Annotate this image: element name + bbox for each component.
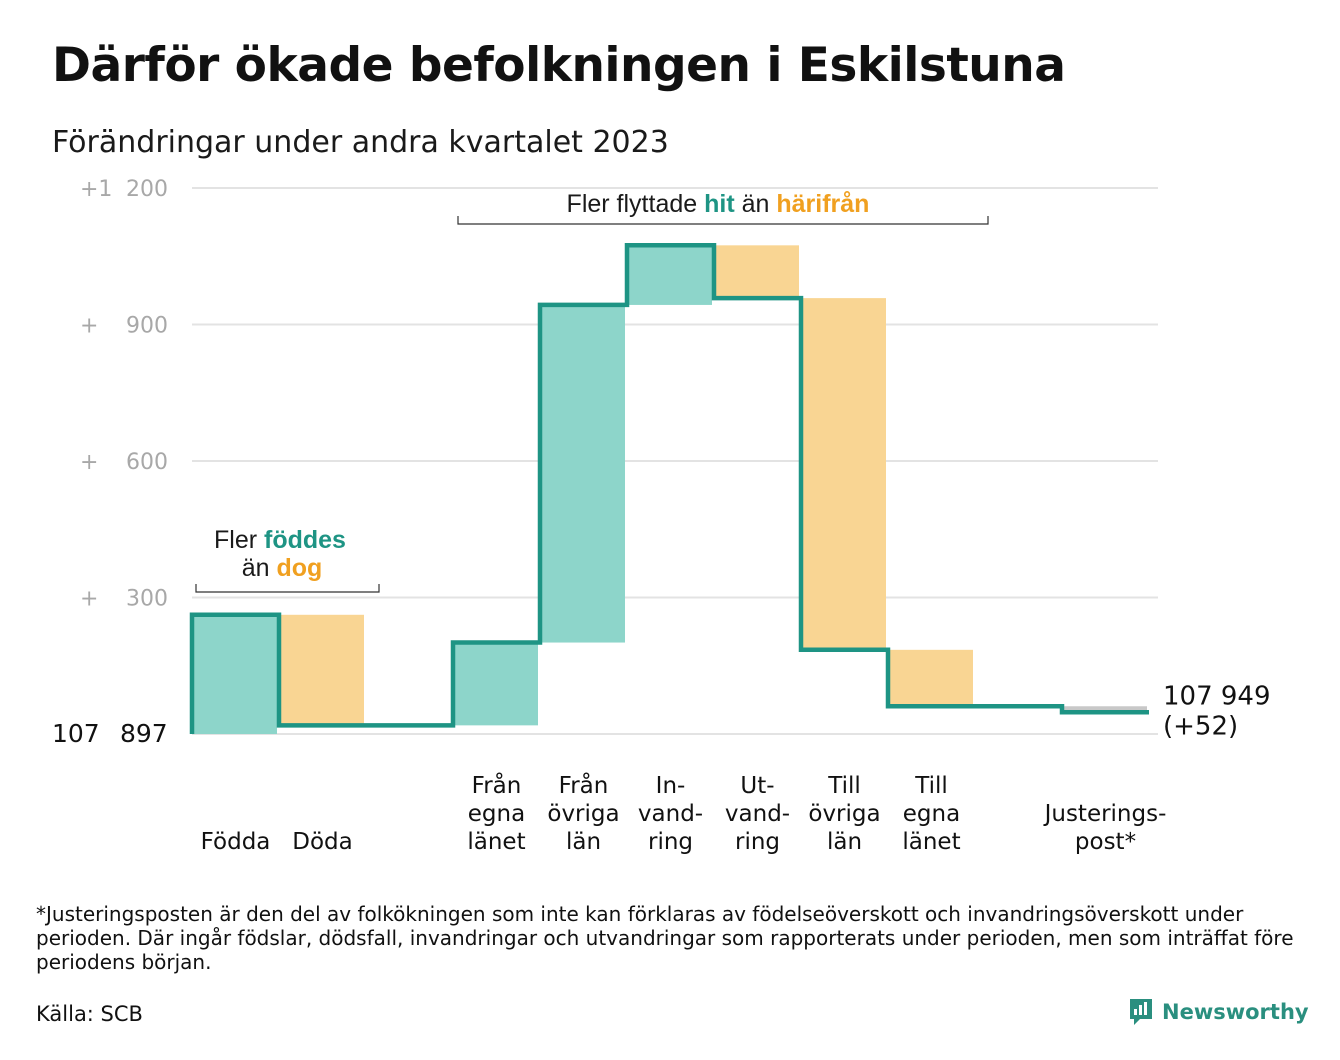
waterfall-bar <box>629 245 712 305</box>
brand-name: Newsworthy <box>1162 1000 1309 1024</box>
end-value: 107 949 <box>1163 681 1271 711</box>
x-category-label: län <box>827 829 862 855</box>
x-category-label: Till <box>914 773 948 799</box>
annotation-part: än <box>735 190 777 218</box>
y-tick-label: + <box>80 587 98 612</box>
y-tick-label: 107 <box>52 719 100 748</box>
x-category-label: Från <box>472 771 522 799</box>
x-category-label: egna <box>468 801 525 827</box>
waterfall-bar <box>803 298 886 650</box>
x-axis-labels: Födda DödaFrånegnalänetFrånövrigalänIn-va… <box>201 771 1167 855</box>
x-category-label: ring <box>648 829 693 855</box>
annotation-part: föddes <box>264 526 346 554</box>
y-tick-label: 200 <box>126 177 168 202</box>
chart-subtitle: Förändringar under andra kvartalet 2023 <box>52 125 669 160</box>
end-change: (+52) <box>1163 711 1238 741</box>
waterfall-bar <box>890 649 973 707</box>
annotation-part: Fler flyttade <box>567 190 705 218</box>
y-tick-label: 600 <box>126 450 168 475</box>
annotation-bracket <box>457 216 989 225</box>
x-category-label: vand- <box>725 801 790 827</box>
annotation-text: än dog <box>242 554 323 582</box>
annotation-part: än <box>242 554 277 582</box>
waterfall-bar <box>716 245 799 299</box>
source-note: Källa: SCB <box>36 1002 143 1026</box>
x-category-label: egna <box>903 801 960 827</box>
x-category-label: övriga <box>547 801 619 827</box>
x-category-label: In- <box>656 773 686 799</box>
waterfall-chart: 107 897+ 300+ 600+ 900+1 200 Födda DödaFrånegn… <box>52 177 1271 855</box>
waterfall-bar <box>542 304 625 643</box>
annotation-text: Fler flyttade hit än härifrån <box>567 190 870 218</box>
waterfall-bar <box>194 614 277 734</box>
end-value-label: 107 949(+52) <box>1163 681 1271 741</box>
x-category-label: länet <box>467 829 525 855</box>
y-tick-label: +1 <box>80 177 112 202</box>
y-axis: 107 897 + 300 + 600 + 900 +1 200 <box>52 177 168 748</box>
x-category-label: län <box>566 829 601 855</box>
y-tick-label: 900 <box>126 314 168 339</box>
step-line-group <box>189 243 1149 734</box>
chart-title: Därför ökade befolkningen i Eskilstuna <box>52 38 1066 93</box>
x-category-label: Från <box>559 771 609 799</box>
y-tick-label: 300 <box>126 587 168 612</box>
gridlines <box>192 187 1158 735</box>
x-category-label: Födda <box>201 829 271 855</box>
annotation-part: dog <box>276 554 322 582</box>
annotation-part: hit <box>704 190 735 218</box>
waterfall-bar <box>281 614 364 726</box>
x-category-label: Ut- <box>740 773 774 799</box>
step-line <box>189 243 1149 734</box>
annotation-part: Fler <box>214 526 264 554</box>
annotation-bracket <box>195 584 380 593</box>
waterfall-bar <box>1064 706 1147 713</box>
x-category-label: länet <box>902 829 960 855</box>
x-category-label: post* <box>1075 829 1136 855</box>
bars <box>194 245 1147 734</box>
newsworthy-logo-icon <box>1130 999 1152 1025</box>
x-category-label: Döda <box>292 829 352 855</box>
annotation-part: härifrån <box>776 190 869 218</box>
y-tick-label: 897 <box>120 719 168 748</box>
x-category-label: ring <box>735 829 780 855</box>
y-tick-label: + <box>80 450 98 475</box>
brand-logo: Newsworthy <box>1128 997 1309 1027</box>
annotation-text: Fler föddes <box>214 526 346 554</box>
x-category-label: övriga <box>808 801 880 827</box>
x-category-label: Justerings- <box>1043 801 1167 827</box>
x-category-label: vand- <box>638 801 703 827</box>
x-category-label: Till <box>827 773 861 799</box>
y-tick-label: + <box>80 314 98 339</box>
footnote: *Justeringsposten är den del av folkökni… <box>36 902 1294 974</box>
waterfall-bar <box>455 642 538 726</box>
